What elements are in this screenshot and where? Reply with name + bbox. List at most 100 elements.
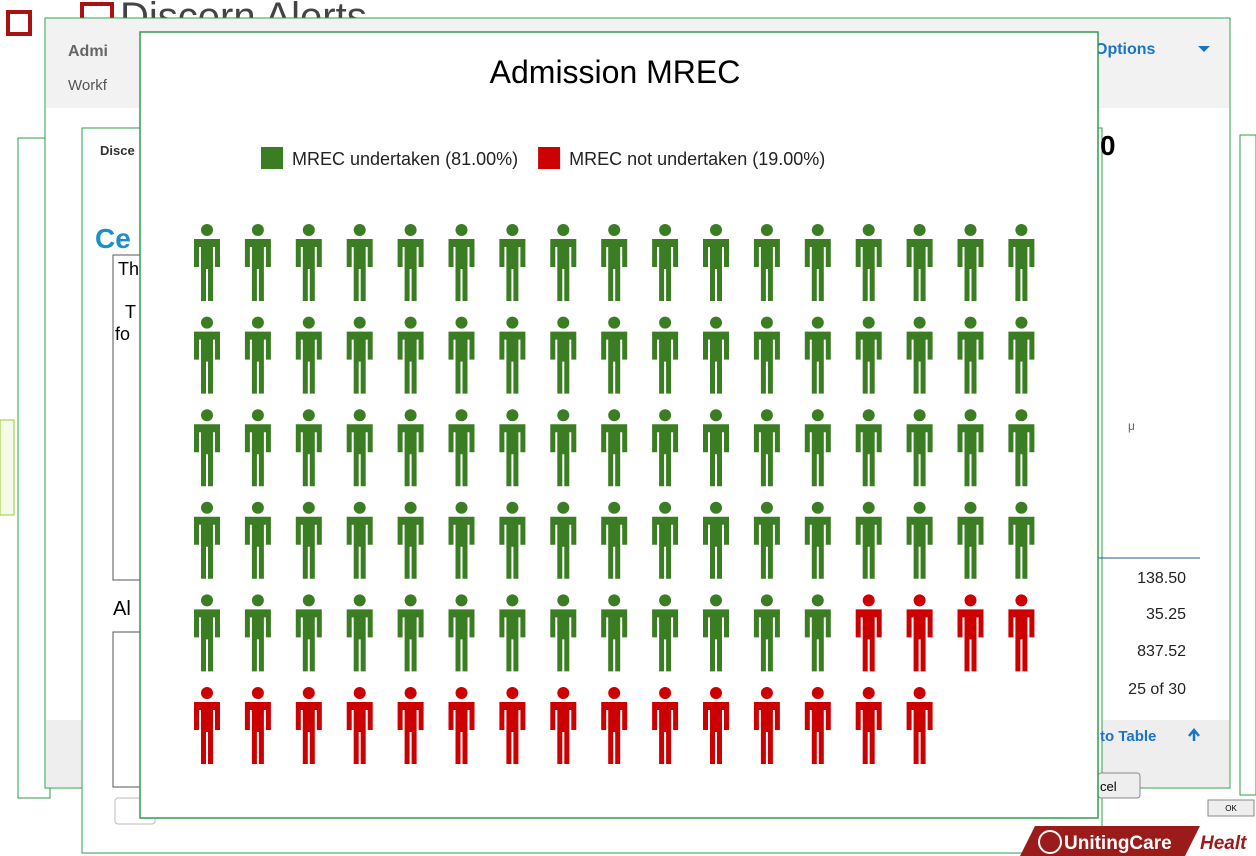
icon-head	[405, 317, 417, 329]
icon-head	[252, 409, 264, 421]
back-to-table[interactable]: to Table	[1100, 728, 1156, 745]
icon-head	[659, 409, 671, 421]
icon-head	[710, 687, 722, 699]
icon-head	[201, 409, 213, 421]
legend-label: MREC not undertaken (19.00%)	[569, 149, 825, 169]
label: Th	[118, 259, 139, 279]
icon-head	[252, 317, 264, 329]
icon-head	[506, 224, 518, 236]
label: fo	[115, 324, 130, 344]
icon-head	[506, 502, 518, 514]
icon-head	[608, 317, 620, 329]
icon-head	[557, 224, 569, 236]
chart-title: Admission MREC	[490, 54, 741, 90]
logo: Healt	[1200, 833, 1247, 854]
label: Workf	[68, 77, 108, 94]
icon-head	[812, 224, 824, 236]
icon-head	[659, 502, 671, 514]
icon-head	[456, 687, 468, 699]
icon-head	[812, 594, 824, 606]
icon-head	[557, 502, 569, 514]
icon-head	[456, 594, 468, 606]
stat-value: 35.25	[1146, 606, 1186, 623]
icon-head	[303, 502, 315, 514]
label: OK	[1225, 804, 1237, 813]
stat-value: 837.52	[1137, 643, 1186, 660]
icon-head	[965, 594, 977, 606]
icon	[8, 12, 30, 34]
icon-head	[659, 224, 671, 236]
icon-head	[354, 594, 366, 606]
icon-head	[354, 502, 366, 514]
icon-head	[710, 224, 722, 236]
icon-head	[557, 687, 569, 699]
icon-head	[201, 687, 213, 699]
stat-value: 25 of 30	[1128, 681, 1186, 698]
icon-head	[608, 224, 620, 236]
icon-head	[557, 409, 569, 421]
label: Ce	[95, 223, 131, 254]
icon-head	[659, 594, 671, 606]
icon-head	[659, 687, 671, 699]
icon-head	[863, 409, 875, 421]
icon-head	[914, 224, 926, 236]
icon-head	[863, 594, 875, 606]
icon-head	[710, 502, 722, 514]
icon-head	[354, 687, 366, 699]
icon-head	[914, 409, 926, 421]
logo: UnitingCare	[1064, 833, 1172, 854]
icon-head	[557, 594, 569, 606]
icon-head	[354, 224, 366, 236]
icon-head	[252, 687, 264, 699]
icon-head	[863, 502, 875, 514]
legend-swatch	[261, 147, 283, 169]
icon-head	[405, 594, 417, 606]
icon-head	[252, 502, 264, 514]
icon-head	[303, 317, 315, 329]
icon-head	[710, 594, 722, 606]
icon-head	[201, 594, 213, 606]
icon-head	[456, 409, 468, 421]
icon-head	[761, 224, 773, 236]
page: Discern Alerts Admi Workf Options Disce …	[0, 0, 1256, 856]
icon-head	[201, 317, 213, 329]
icon-head	[456, 502, 468, 514]
stat-value: 138.50	[1137, 570, 1186, 587]
icon-head	[303, 687, 315, 699]
icon-head	[506, 687, 518, 699]
icon-head	[1015, 502, 1027, 514]
icon-head	[506, 409, 518, 421]
icon-head	[965, 317, 977, 329]
icon-head	[761, 409, 773, 421]
label: 0	[1100, 130, 1116, 161]
icon-head	[405, 409, 417, 421]
icon-head	[863, 317, 875, 329]
icon-head	[914, 687, 926, 699]
icon-head	[1015, 224, 1027, 236]
icon-head	[710, 409, 722, 421]
icon-head	[1015, 594, 1027, 606]
icon-head	[252, 224, 264, 236]
legend-swatch	[538, 147, 560, 169]
label: cel	[1100, 779, 1117, 794]
side-tab	[0, 420, 14, 515]
icon-head	[812, 317, 824, 329]
icon-head	[608, 502, 620, 514]
label: μ	[1128, 419, 1135, 433]
icon-head	[761, 502, 773, 514]
window	[1240, 135, 1256, 795]
icon-head	[965, 224, 977, 236]
icon-head	[761, 687, 773, 699]
icon-head	[659, 317, 671, 329]
icon-head	[1015, 409, 1027, 421]
icon-head	[303, 594, 315, 606]
icon-head	[252, 594, 264, 606]
icon-head	[608, 594, 620, 606]
options-menu[interactable]: Options	[1095, 41, 1156, 58]
icon-head	[506, 594, 518, 606]
icon-head	[914, 317, 926, 329]
icon-head	[201, 502, 213, 514]
icon-head	[812, 687, 824, 699]
icon-head	[405, 224, 417, 236]
icon-head	[761, 317, 773, 329]
